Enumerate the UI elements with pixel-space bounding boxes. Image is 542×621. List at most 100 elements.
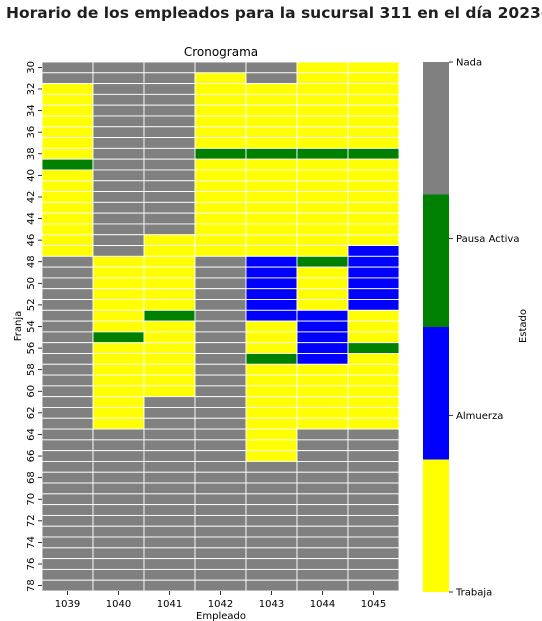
heatmap-cell <box>41 180 94 193</box>
heatmap-cell <box>194 212 247 225</box>
heatmap-cell <box>41 385 94 398</box>
heatmap-cell <box>296 439 349 452</box>
heatmap-cell <box>347 482 400 495</box>
y-tick-label: 78 <box>26 579 37 592</box>
heatmap-cell <box>194 169 247 182</box>
heatmap-cell <box>347 245 400 257</box>
heatmap-cell <box>347 558 400 570</box>
y-tick-label: 32 <box>26 83 37 96</box>
heatmap-cell <box>41 137 94 149</box>
heatmap-cell <box>41 450 94 462</box>
heatmap-cell <box>296 514 349 527</box>
heatmap-cell <box>41 331 94 344</box>
heatmap-cell <box>347 353 400 365</box>
heatmap-cell <box>92 396 145 408</box>
heatmap-cell <box>143 417 196 430</box>
heatmap-cell <box>296 61 349 74</box>
heatmap-cell <box>143 536 196 549</box>
heatmap-cell <box>347 363 400 376</box>
heatmap-cell <box>245 536 298 549</box>
heatmap-cell <box>245 255 298 268</box>
heatmap-cell <box>245 223 298 236</box>
heatmap-cell <box>194 201 247 214</box>
y-tick-label: 56 <box>26 342 37 355</box>
heatmap-cell <box>41 374 94 387</box>
heatmap-cell <box>296 504 349 516</box>
heatmap-cell <box>245 72 298 85</box>
heatmap-cell <box>143 353 196 365</box>
heatmap-cell <box>347 342 400 354</box>
heatmap-cell <box>296 558 349 570</box>
heatmap-cell <box>41 428 94 441</box>
heatmap-cell <box>347 266 400 279</box>
x-tick-label: 1043 <box>259 599 284 610</box>
heatmap-cell <box>245 353 298 365</box>
heatmap-cell <box>347 320 400 333</box>
heatmap-cell <box>143 104 196 117</box>
colorbar-tick-label: Nada <box>456 58 482 69</box>
heatmap-cell <box>92 504 145 516</box>
heatmap-cell <box>245 525 298 538</box>
heatmap-cell <box>41 126 94 139</box>
heatmap-cell <box>245 568 298 581</box>
heatmap-cell <box>143 126 196 139</box>
heatmap-cell <box>143 93 196 106</box>
heatmap-cell <box>296 471 349 484</box>
heatmap-cell <box>143 320 196 333</box>
heatmap-cell <box>296 266 349 279</box>
heatmap-cell <box>41 255 94 268</box>
x-tick-label: 1040 <box>106 599 131 610</box>
heatmap-cell <box>296 169 349 182</box>
heatmap-cell <box>92 234 145 246</box>
x-tick-label: 1042 <box>208 599 233 610</box>
y-tick-label: 72 <box>26 514 37 527</box>
heatmap-cell <box>296 417 349 430</box>
y-tick-label: 48 <box>26 255 37 268</box>
y-tick-label: 34 <box>26 104 37 117</box>
heatmap-cell <box>92 299 145 311</box>
heatmap-cell <box>245 579 298 592</box>
heatmap-cell <box>194 407 247 419</box>
heatmap-cell <box>41 320 94 333</box>
chart-title: Cronograma <box>184 45 258 59</box>
heatmap-cell <box>296 234 349 246</box>
heatmap-cell <box>194 266 247 279</box>
heatmap-cell <box>296 180 349 193</box>
heatmap-cell <box>296 93 349 106</box>
heatmap-cell <box>92 568 145 581</box>
heatmap-cell <box>245 450 298 462</box>
heatmap-cell <box>347 547 400 560</box>
heatmap-cell <box>194 93 247 106</box>
heatmap-cell <box>245 407 298 419</box>
heatmap-cell <box>296 450 349 462</box>
heatmap-cell <box>143 158 196 171</box>
heatmap-cell <box>92 579 145 592</box>
heatmap-cell <box>296 320 349 333</box>
heatmap-cell <box>347 93 400 106</box>
heatmap-cell <box>143 223 196 236</box>
heatmap-cell <box>143 450 196 462</box>
y-tick-label: 66 <box>26 450 37 463</box>
heatmap-cell <box>194 115 247 128</box>
heatmap-cell <box>296 568 349 581</box>
heatmap-cell <box>92 309 145 322</box>
y-tick-label: 68 <box>26 471 37 484</box>
heatmap-cell <box>143 277 196 290</box>
heatmap-cell <box>143 191 196 203</box>
heatmap-cell <box>92 331 145 344</box>
heatmap-cell <box>296 525 349 538</box>
heatmap-cell <box>143 288 196 300</box>
heatmap-cell <box>41 439 94 452</box>
heatmap-cell <box>41 407 94 419</box>
colorbar-tick-label: Trabaja <box>455 588 492 599</box>
y-tick-label: 36 <box>26 126 37 139</box>
heatmap-cell <box>92 115 145 128</box>
heatmap-cell <box>92 137 145 149</box>
heatmap-cell <box>41 266 94 279</box>
heatmap-cell <box>245 104 298 117</box>
heatmap-cell <box>92 428 145 441</box>
heatmap-cell <box>41 504 94 516</box>
heatmap-cell <box>296 137 349 149</box>
heatmap-cell <box>41 277 94 290</box>
heatmap-cell <box>194 471 247 484</box>
